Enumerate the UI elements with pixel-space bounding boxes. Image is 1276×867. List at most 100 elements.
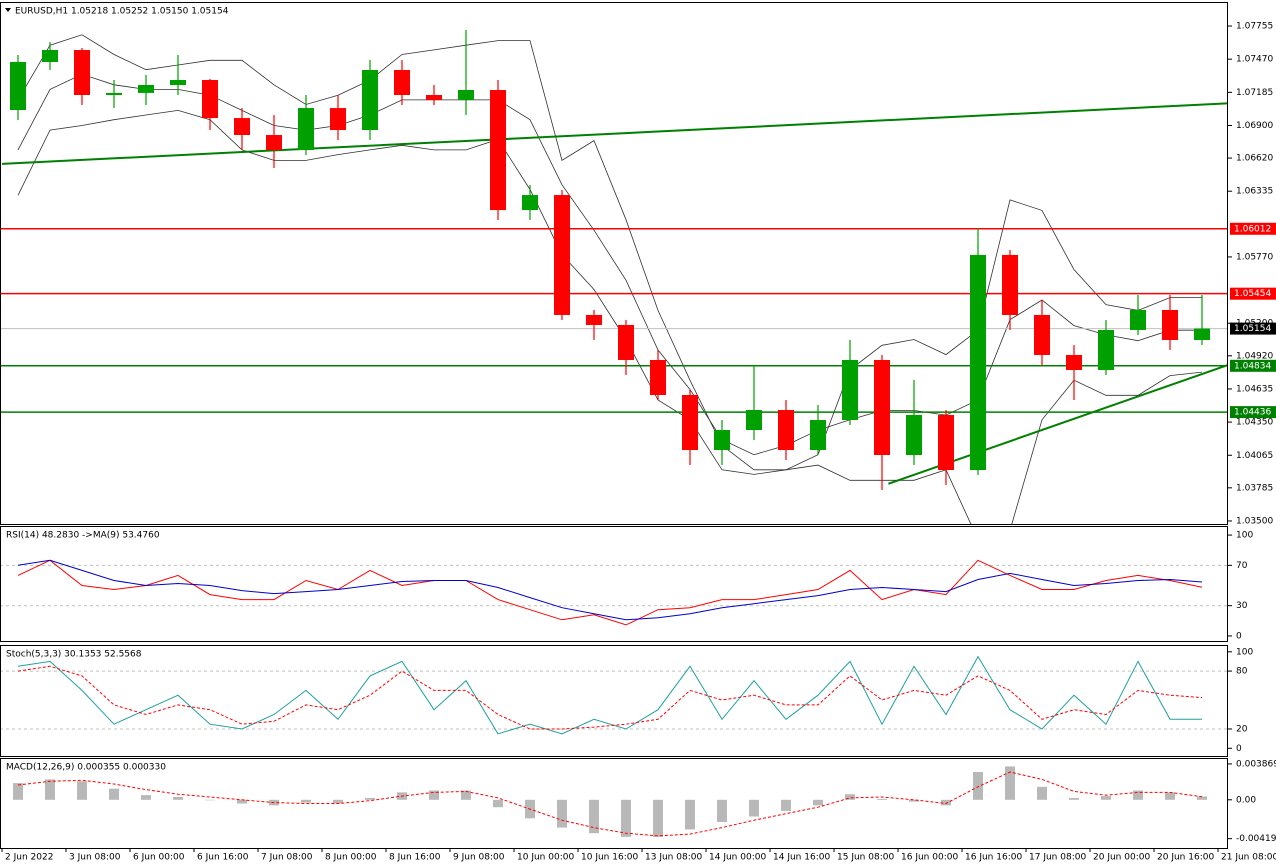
macd-panel-frame xyxy=(0,758,1228,849)
y-tick-label: 1.04920 xyxy=(1236,351,1273,361)
candle-body xyxy=(1194,328,1210,340)
candle-body xyxy=(906,415,922,456)
histogram-bar xyxy=(749,799,759,817)
histogram-bar xyxy=(557,799,567,828)
price-panel-frame xyxy=(0,2,1228,525)
y-tick-label: 30 xyxy=(1236,601,1248,611)
y-tick-label: 100 xyxy=(1236,647,1253,657)
histogram-bar xyxy=(45,779,55,800)
panel-title: EURUSD,H1 1.05218 1.05252 1.05150 1.0515… xyxy=(15,7,229,17)
candle-body xyxy=(618,324,634,360)
histogram-bar xyxy=(1069,797,1079,800)
histogram-bar xyxy=(365,797,375,800)
level-label-bg xyxy=(1230,406,1276,419)
y-tick-label: 70 xyxy=(1236,561,1248,571)
x-tick-label: 8 Jun 16:00 xyxy=(389,853,441,863)
x-tick-label: 13 Jun 08:00 xyxy=(645,853,702,863)
candle-body xyxy=(362,70,378,131)
candle-body xyxy=(1098,329,1114,370)
candle-body xyxy=(458,90,474,101)
histogram-bar xyxy=(429,790,439,800)
x-tick-label: 2 Jun 2022 xyxy=(5,853,53,863)
y-tick-label: -0.004192 xyxy=(1236,834,1276,844)
x-tick-label: 21 Jun 08:00 xyxy=(1221,853,1276,863)
indicator-line xyxy=(17,559,1203,621)
x-tick-label: 7 Jun 08:00 xyxy=(261,853,313,863)
histogram-bar xyxy=(173,797,183,800)
histogram-bar xyxy=(781,799,791,811)
x-tick-label: 6 Jun 16:00 xyxy=(197,853,249,863)
candle-body xyxy=(586,314,602,325)
y-tick-label: 1.05770 xyxy=(1236,252,1273,262)
histogram-bar xyxy=(685,799,695,830)
y-tick-label: 0 xyxy=(1236,631,1242,641)
candle-body xyxy=(650,359,666,396)
candle-body xyxy=(1066,354,1082,370)
indicator-line xyxy=(17,665,1203,730)
candle-body xyxy=(426,95,442,101)
y-tick-label: 1.06900 xyxy=(1236,121,1273,131)
candle-body xyxy=(170,80,186,86)
y-tick-label: 20 xyxy=(1236,724,1248,734)
x-tick-label: 16 Jun 16:00 xyxy=(965,853,1022,863)
level-label-bg xyxy=(1230,287,1276,300)
y-tick-label: 0 xyxy=(1236,744,1242,754)
y-tick-label: 1.07185 xyxy=(1236,88,1273,98)
histogram-bar xyxy=(13,783,23,800)
histogram-bar xyxy=(653,799,663,837)
histogram-bar xyxy=(141,795,151,800)
candle-body xyxy=(1034,314,1050,355)
x-tick-label: 20 Jun 16:00 xyxy=(1157,853,1214,863)
histogram-bar xyxy=(1133,790,1143,800)
histogram-bar xyxy=(877,798,887,800)
y-tick-label: 0.00 xyxy=(1236,795,1256,805)
candle-body xyxy=(810,420,826,451)
menu-triangle xyxy=(5,8,11,12)
histogram-bar xyxy=(1197,796,1207,800)
candle-body xyxy=(202,80,218,119)
y-tick-label: 1.07470 xyxy=(1236,55,1273,65)
bollinger-upper xyxy=(17,34,1202,471)
x-tick-label: 3 Jun 08:00 xyxy=(69,853,121,863)
candle-body xyxy=(10,61,26,111)
y-tick-label: 1.04065 xyxy=(1236,451,1273,461)
candle-body xyxy=(554,195,570,315)
histogram-bar xyxy=(461,790,471,800)
histogram-bar xyxy=(941,799,951,806)
candle-body xyxy=(682,395,698,451)
y-tick-label: 80 xyxy=(1236,667,1248,677)
candle-body xyxy=(842,359,858,421)
histogram-bar xyxy=(77,781,87,800)
x-tick-label: 10 Jun 16:00 xyxy=(581,853,638,863)
candle-body xyxy=(490,90,506,211)
candle-body xyxy=(138,85,154,93)
histogram-bar xyxy=(109,788,119,800)
signal-line xyxy=(17,771,1203,837)
panel-title: MACD(12,26,9) 0.000355 0.000330 xyxy=(6,763,166,773)
panel-plot xyxy=(1,655,1227,735)
candle-body xyxy=(106,92,122,96)
histogram-bar xyxy=(1037,786,1047,800)
y-tick-label: 1.03785 xyxy=(1236,483,1273,493)
x-tick-label: 20 Jun 00:00 xyxy=(1093,853,1150,863)
x-tick-label: 9 Jun 08:00 xyxy=(453,853,505,863)
level-label-bg xyxy=(1230,359,1276,372)
x-tick-label: 10 Jun 00:00 xyxy=(517,853,574,863)
panel-title: Stoch(5,3,3) 30.1353 52.5568 xyxy=(6,650,142,660)
indicator-line xyxy=(17,655,1203,735)
y-tick-label: 1.04635 xyxy=(1236,384,1273,394)
x-tick-label: 16 Jun 00:00 xyxy=(901,853,958,863)
candle-body xyxy=(394,70,410,96)
histogram-bar xyxy=(589,799,599,834)
candle-body xyxy=(298,108,314,151)
candle-body xyxy=(522,195,538,211)
x-tick-label: 14 Jun 00:00 xyxy=(709,853,766,863)
x-tick-label: 6 Jun 00:00 xyxy=(133,853,185,863)
y-tick-label: 1.06335 xyxy=(1236,187,1273,197)
y-tick-label: 1.04350 xyxy=(1236,418,1273,428)
panel-plot xyxy=(1,29,1227,524)
level-label: 1.05454 xyxy=(1234,289,1271,299)
level-label: 1.04834 xyxy=(1234,361,1271,371)
